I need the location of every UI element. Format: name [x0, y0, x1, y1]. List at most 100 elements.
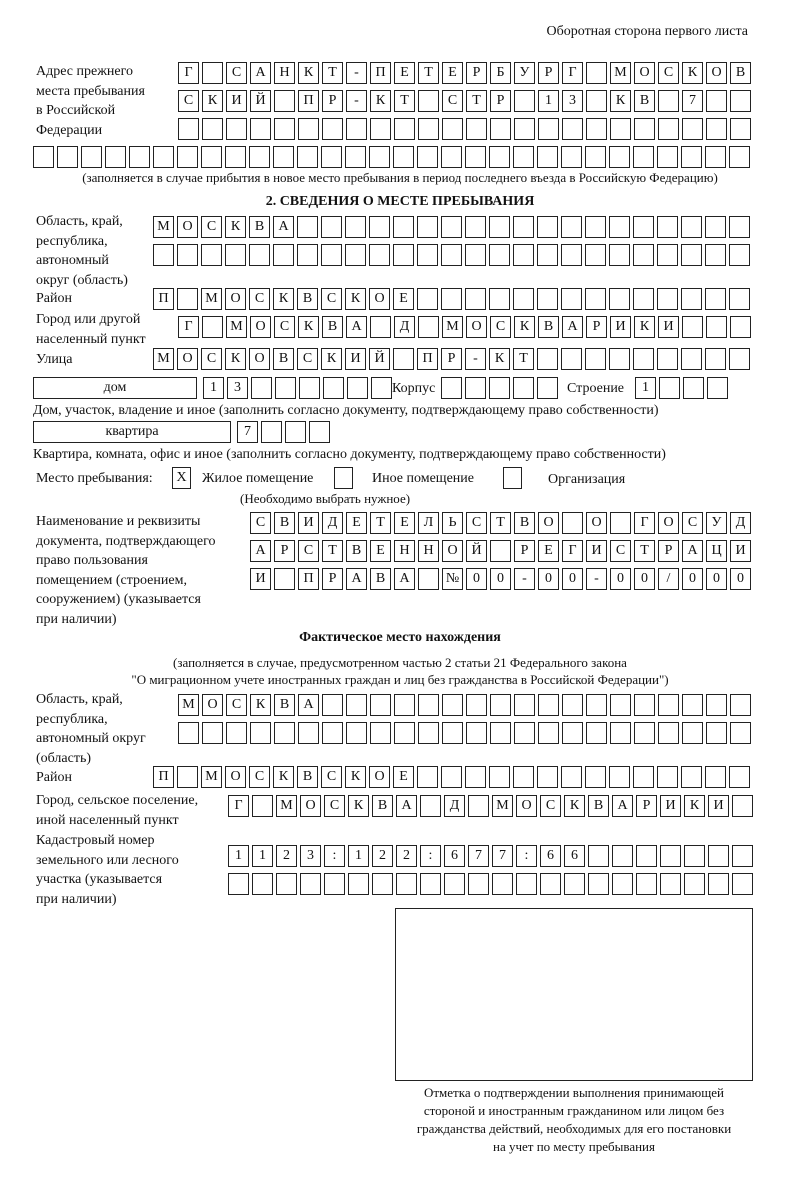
char-cell[interactable] — [370, 118, 391, 140]
char-cell[interactable]: 7 — [237, 421, 258, 443]
char-cell[interactable] — [562, 118, 583, 140]
char-cell[interactable] — [540, 873, 561, 895]
char-cell[interactable]: К — [634, 316, 655, 338]
char-cell[interactable] — [609, 288, 630, 310]
char-cell[interactable] — [489, 216, 510, 238]
char-cell[interactable]: С — [490, 316, 511, 338]
prev-address-row-4[interactable] — [33, 146, 750, 169]
char-cell[interactable] — [468, 873, 489, 895]
char-cell[interactable] — [417, 288, 438, 310]
char-cell[interactable] — [442, 118, 463, 140]
char-cell[interactable]: 0 — [538, 568, 559, 590]
char-cell[interactable] — [468, 795, 489, 817]
char-cell[interactable]: И — [298, 512, 319, 534]
char-cell[interactable] — [657, 348, 678, 370]
char-cell[interactable] — [705, 146, 726, 168]
char-cell[interactable]: 2 — [276, 845, 297, 867]
stay-checkbox-residential[interactable]: X — [172, 467, 191, 489]
char-cell[interactable] — [659, 377, 680, 399]
char-cell[interactable]: М — [276, 795, 297, 817]
char-cell[interactable] — [633, 244, 654, 266]
char-cell[interactable] — [441, 288, 462, 310]
char-cell[interactable]: 6 — [564, 845, 585, 867]
char-cell[interactable] — [730, 316, 751, 338]
char-cell[interactable]: 2 — [372, 845, 393, 867]
char-cell[interactable] — [261, 421, 282, 443]
char-cell[interactable] — [393, 146, 414, 168]
char-cell[interactable] — [588, 873, 609, 895]
char-cell[interactable]: 1 — [228, 845, 249, 867]
char-cell[interactable]: К — [225, 348, 246, 370]
char-cell[interactable] — [538, 118, 559, 140]
char-cell[interactable] — [730, 90, 751, 112]
char-cell[interactable]: № — [442, 568, 463, 590]
char-cell[interactable]: О — [586, 512, 607, 534]
char-cell[interactable] — [225, 146, 246, 168]
char-cell[interactable]: Р — [322, 90, 343, 112]
char-cell[interactable]: М — [153, 216, 174, 238]
char-cell[interactable] — [177, 146, 198, 168]
char-cell[interactable]: 1 — [203, 377, 224, 399]
char-cell[interactable] — [633, 288, 654, 310]
char-cell[interactable]: С — [226, 694, 247, 716]
char-cell[interactable] — [300, 873, 321, 895]
char-cell[interactable] — [251, 377, 272, 399]
char-cell[interactable]: Г — [634, 512, 655, 534]
char-cell[interactable]: И — [345, 348, 366, 370]
char-cell[interactable] — [585, 244, 606, 266]
char-cell[interactable]: В — [588, 795, 609, 817]
char-cell[interactable] — [561, 244, 582, 266]
char-cell[interactable]: Б — [490, 62, 511, 84]
char-cell[interactable]: И — [658, 316, 679, 338]
char-cell[interactable] — [490, 118, 511, 140]
char-cell[interactable] — [465, 146, 486, 168]
char-cell[interactable] — [489, 146, 510, 168]
char-cell[interactable]: 0 — [610, 568, 631, 590]
char-cell[interactable] — [658, 90, 679, 112]
char-cell[interactable] — [465, 766, 486, 788]
char-cell[interactable]: Е — [393, 288, 414, 310]
char-cell[interactable]: А — [346, 316, 367, 338]
char-cell[interactable]: О — [225, 766, 246, 788]
char-cell[interactable]: С — [249, 288, 270, 310]
char-cell[interactable]: А — [298, 694, 319, 716]
char-cell[interactable] — [684, 845, 705, 867]
char-cell[interactable] — [513, 766, 534, 788]
char-cell[interactable]: Ц — [706, 540, 727, 562]
char-cell[interactable] — [513, 146, 534, 168]
char-cell[interactable]: П — [298, 90, 319, 112]
char-cell[interactable]: В — [372, 795, 393, 817]
char-cell[interactable] — [466, 722, 487, 744]
char-cell[interactable]: В — [730, 62, 751, 84]
char-cell[interactable] — [609, 216, 630, 238]
char-cell[interactable]: М — [178, 694, 199, 716]
char-cell[interactable]: О — [369, 288, 390, 310]
char-cell[interactable]: Г — [562, 540, 583, 562]
char-cell[interactable] — [394, 694, 415, 716]
char-cell[interactable] — [417, 146, 438, 168]
char-cell[interactable]: К — [298, 316, 319, 338]
char-cell[interactable]: Г — [228, 795, 249, 817]
char-cell[interactable] — [585, 288, 606, 310]
char-cell[interactable] — [346, 118, 367, 140]
char-cell[interactable] — [514, 694, 535, 716]
char-cell[interactable]: О — [706, 62, 727, 84]
char-cell[interactable]: Д — [730, 512, 751, 534]
char-cell[interactable] — [489, 377, 510, 399]
char-cell[interactable] — [730, 118, 751, 140]
char-cell[interactable] — [586, 118, 607, 140]
char-cell[interactable] — [346, 722, 367, 744]
char-cell[interactable] — [418, 316, 439, 338]
char-cell[interactable]: 1 — [538, 90, 559, 112]
char-cell[interactable] — [609, 146, 630, 168]
char-cell[interactable] — [586, 722, 607, 744]
char-cell[interactable] — [636, 873, 657, 895]
char-cell[interactable]: 1 — [635, 377, 656, 399]
char-cell[interactable] — [585, 146, 606, 168]
char-cell[interactable]: Е — [538, 540, 559, 562]
char-cell[interactable] — [321, 216, 342, 238]
char-cell[interactable]: О — [225, 288, 246, 310]
char-cell[interactable] — [729, 288, 750, 310]
